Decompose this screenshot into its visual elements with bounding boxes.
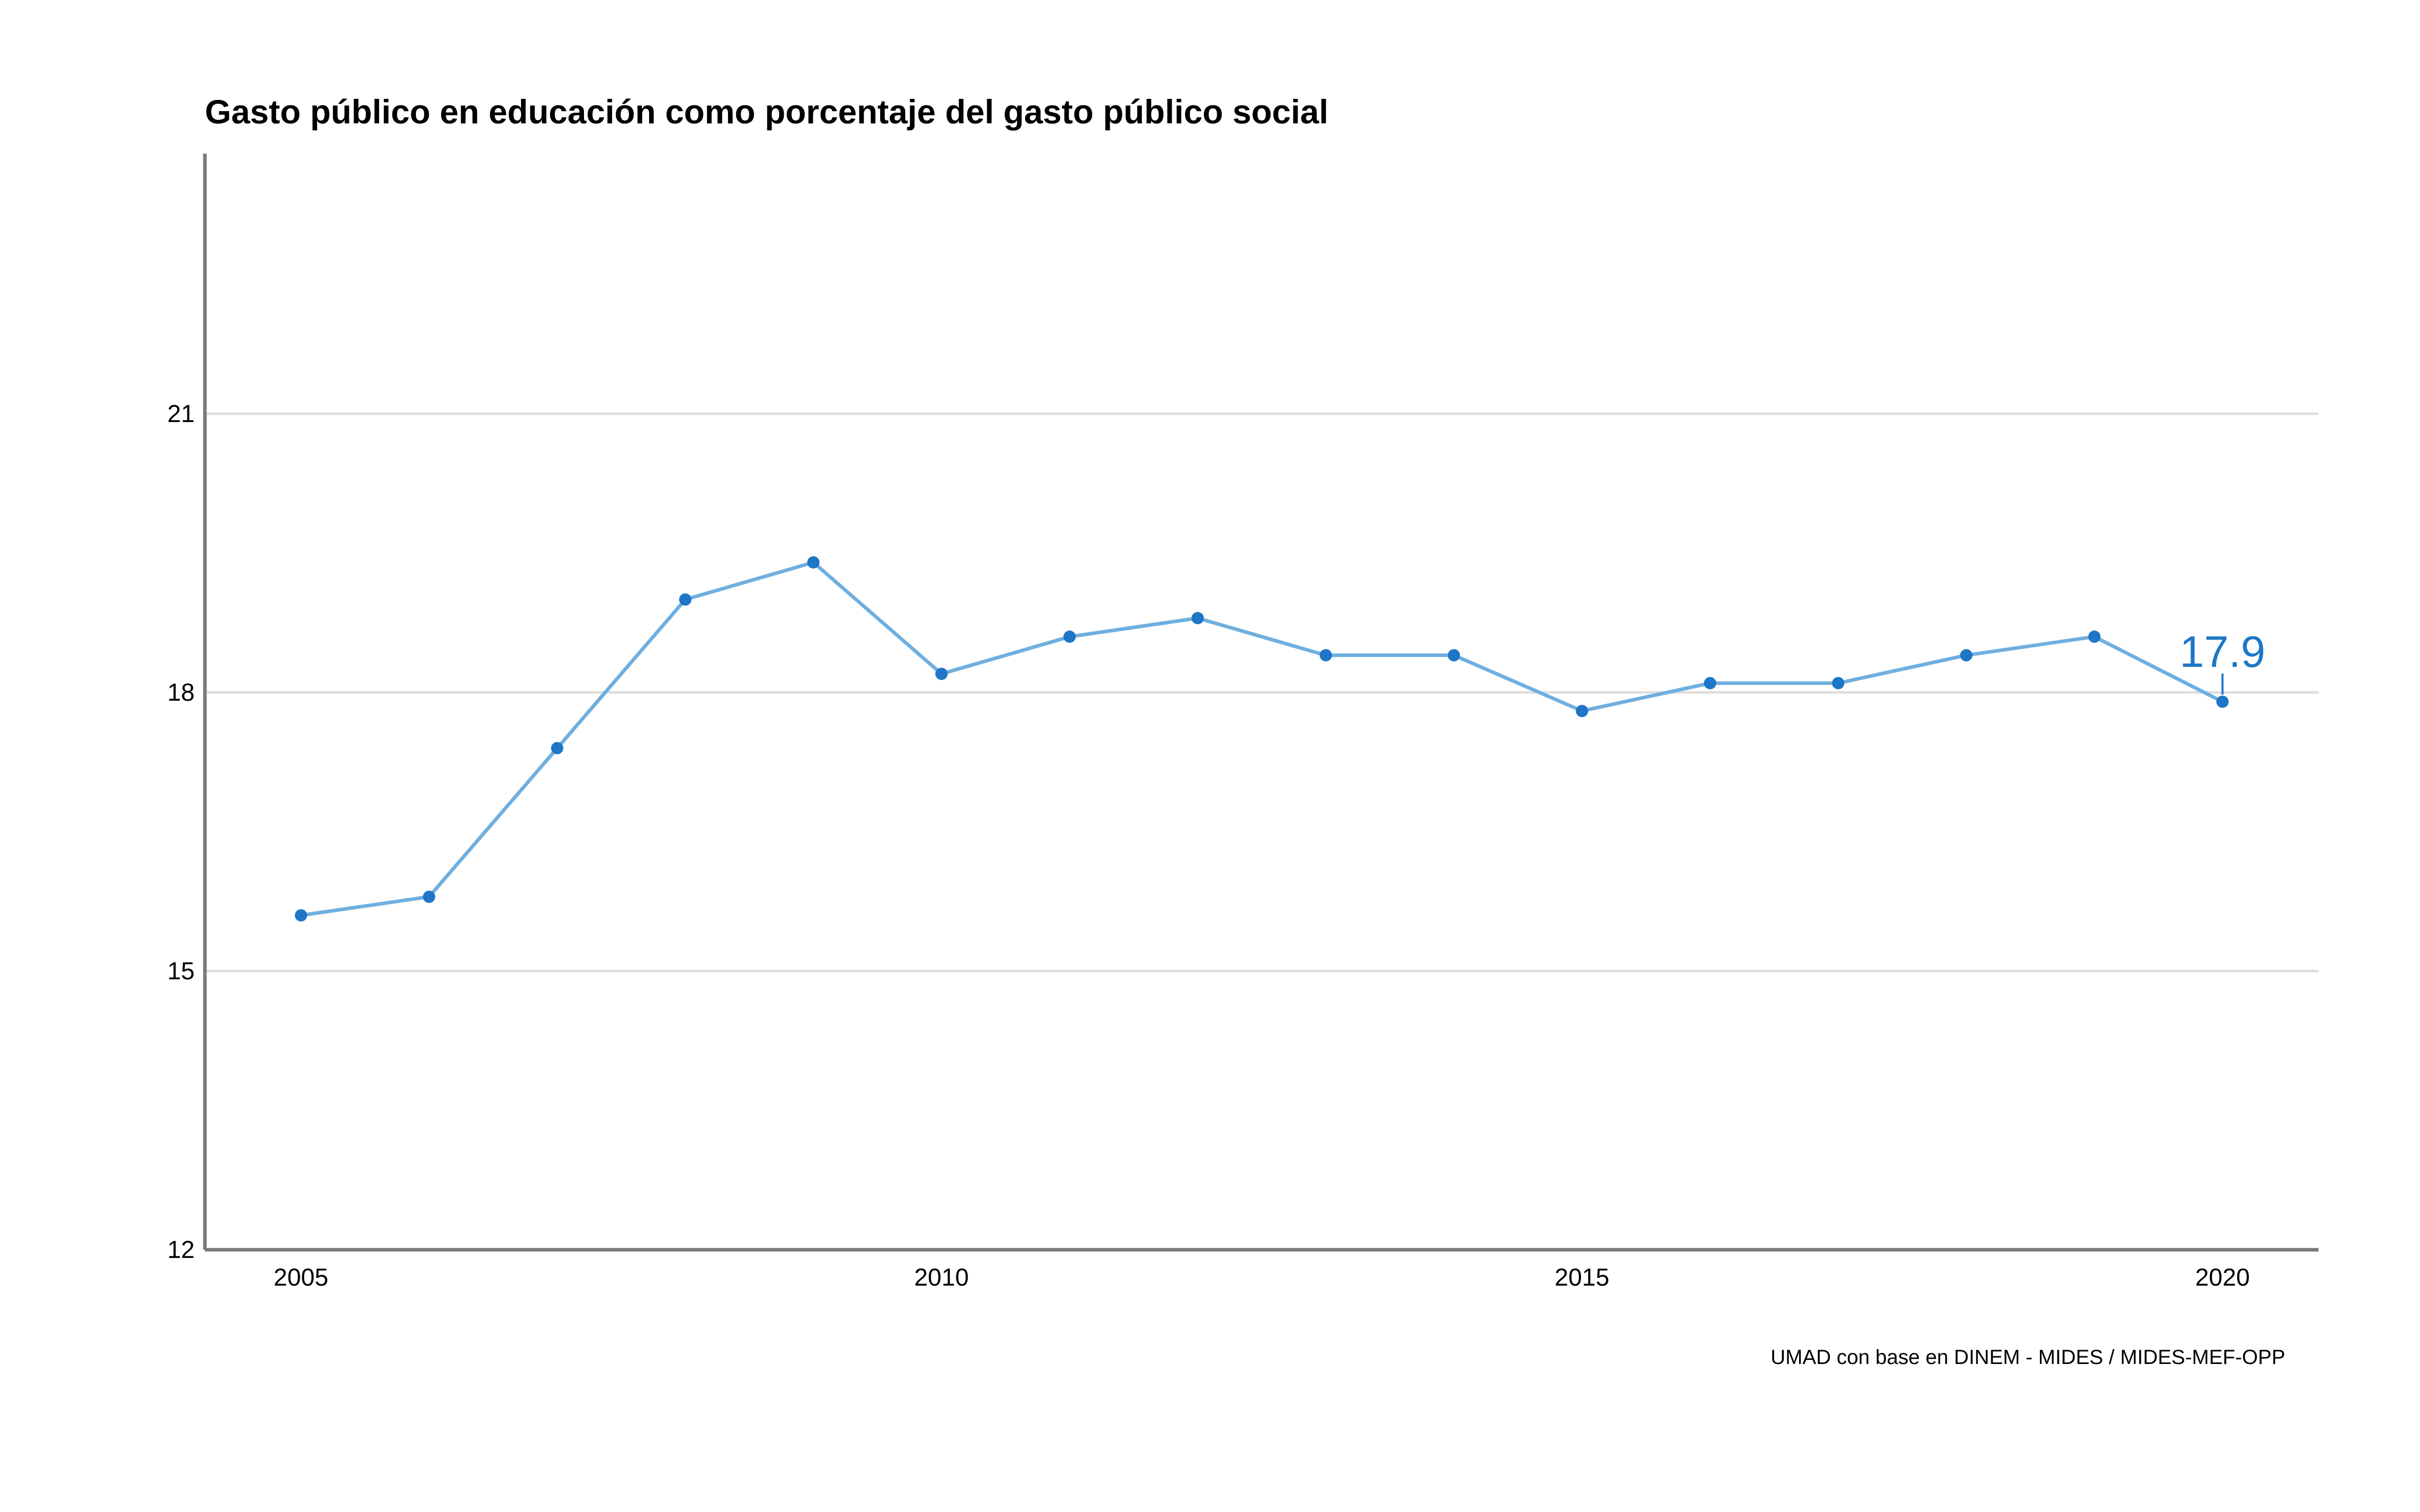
series-line (300, 560, 2224, 917)
x-tick-label-2010: 2010 (914, 1264, 969, 1291)
x-tick-label-2015: 2015 (1555, 1264, 1610, 1291)
x-tick-label-2005: 2005 (274, 1264, 328, 1291)
y-tick-label-21: 21 (168, 401, 195, 428)
axes (203, 154, 2319, 1252)
data-point-2007 (551, 742, 564, 754)
last-value-label: 17.9 (2180, 627, 2265, 677)
data-point-2018 (1960, 649, 1973, 662)
last-value-annotation: 17.9 (2180, 627, 2265, 695)
y-tick-label-18: 18 (168, 679, 195, 706)
x-tick-label-2020: 2020 (2195, 1264, 2250, 1291)
data-point-2010 (935, 667, 948, 680)
data-point-2013 (1320, 649, 1332, 662)
y-axis-ticks: 12 15 18 21 (168, 401, 195, 1264)
y-tick-label-15: 15 (168, 958, 195, 985)
x-axis-ticks: 2005 2010 2015 2020 (274, 1264, 2250, 1291)
data-point-2012 (1191, 612, 1204, 624)
gridlines (205, 412, 2319, 973)
data-point-2016 (1704, 677, 1717, 689)
data-point-2008 (679, 593, 692, 606)
series-gasto-educacion (295, 556, 2229, 922)
data-point-2006 (423, 890, 435, 903)
y-tick-label-12: 12 (168, 1236, 195, 1264)
data-point-2019 (2088, 631, 2101, 643)
data-point-2014 (1448, 649, 1461, 662)
data-point-2017 (1832, 677, 1845, 689)
data-point-2005 (295, 909, 307, 922)
data-point-2020 (2216, 696, 2229, 708)
chart-title: Gasto público en educación como porcenta… (205, 93, 1329, 131)
source-caption: UMAD con base en DINEM - MIDES / MIDES-M… (1770, 1346, 2285, 1369)
data-point-2009 (807, 556, 820, 569)
data-point-2011 (1063, 631, 1076, 643)
data-point-2015 (1576, 705, 1589, 718)
